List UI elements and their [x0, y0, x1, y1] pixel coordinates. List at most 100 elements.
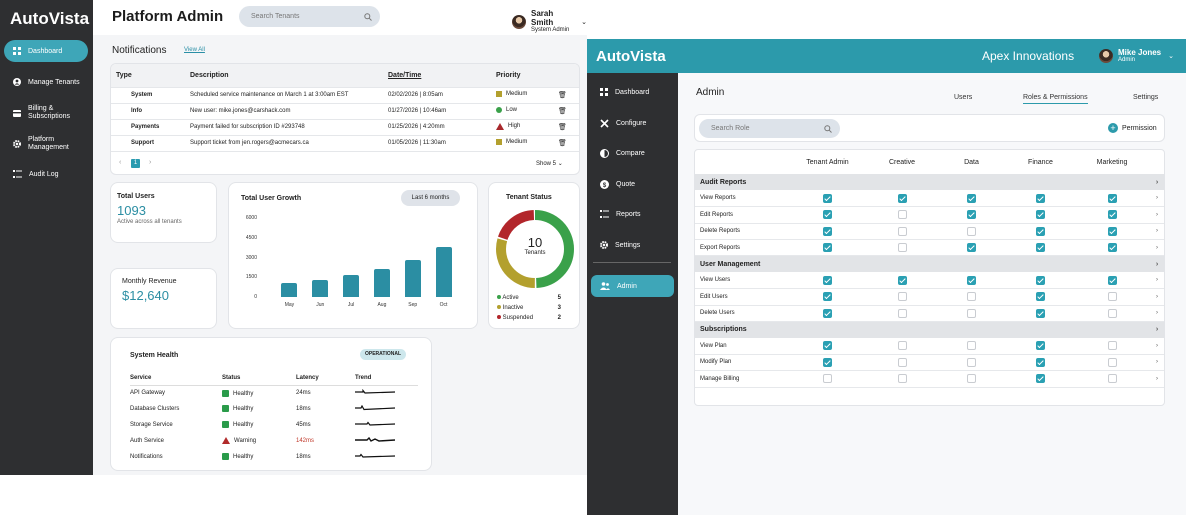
- page-number[interactable]: 1: [131, 159, 140, 168]
- nav-admin[interactable]: Admin: [591, 275, 674, 297]
- permission-checkbox[interactable]: [823, 374, 832, 384]
- permission-checkbox[interactable]: [897, 357, 907, 367]
- permission-checkbox[interactable]: [1036, 210, 1045, 220]
- permission-checkbox[interactable]: [897, 193, 907, 203]
- permission-checkbox[interactable]: [967, 226, 976, 236]
- permission-checkbox[interactable]: [967, 308, 976, 318]
- nav-platform-management[interactable]: Platform Management: [4, 134, 88, 154]
- permission-checkbox[interactable]: [897, 374, 907, 384]
- permission-checkbox[interactable]: [897, 243, 907, 253]
- permission-checkbox[interactable]: [1107, 374, 1117, 384]
- permission-checkbox[interactable]: [823, 275, 832, 285]
- permission-checkbox[interactable]: [1036, 308, 1045, 318]
- user-menu[interactable]: Mike Jones Admin ⌄: [1099, 48, 1174, 64]
- permission-checkbox[interactable]: [823, 226, 832, 236]
- permission-checkbox[interactable]: [897, 210, 907, 220]
- chevron-right-icon[interactable]: ›: [1148, 190, 1164, 208]
- nav-audit-log[interactable]: Audit Log: [4, 165, 88, 183]
- tab-settings[interactable]: Settings: [1133, 94, 1159, 101]
- nav-dashboard[interactable]: Dashboard: [4, 40, 88, 62]
- user-menu[interactable]: Sarah Smith System Admin ⌄: [512, 9, 587, 34]
- permission-checkbox[interactable]: [1036, 374, 1045, 384]
- chevron-right-icon[interactable]: ›: [1148, 354, 1164, 372]
- permission-checkbox[interactable]: [823, 193, 832, 203]
- permission-checkbox[interactable]: [897, 275, 907, 285]
- nav-reports[interactable]: Reports: [591, 203, 674, 225]
- permission-checkbox[interactable]: [1107, 243, 1117, 253]
- permission-checkbox[interactable]: [967, 374, 976, 384]
- permission-checkbox[interactable]: [967, 275, 976, 285]
- nav-billing[interactable]: Billing & Subscriptions: [4, 103, 88, 123]
- chevron-right-icon[interactable]: ›: [1148, 174, 1164, 191]
- permission-checkbox[interactable]: [1036, 357, 1045, 367]
- permission-checkbox[interactable]: [1107, 357, 1117, 367]
- permission-checkbox[interactable]: [1036, 292, 1045, 302]
- permission-checkbox[interactable]: [1036, 275, 1045, 285]
- permission-group-row[interactable]: Audit Reports ›: [695, 174, 1164, 191]
- chevron-right-icon[interactable]: ›: [1148, 337, 1164, 355]
- nav-manage-tenants[interactable]: Manage Tenants: [4, 73, 88, 91]
- permission-checkbox[interactable]: [823, 341, 832, 351]
- permission-checkbox[interactable]: [823, 210, 832, 220]
- permission-checkbox[interactable]: [1107, 292, 1117, 302]
- search-role-input[interactable]: Search Role: [699, 119, 840, 138]
- permission-checkbox[interactable]: [967, 357, 976, 367]
- permission-checkbox[interactable]: [967, 210, 976, 220]
- col-datetime[interactable]: Date/Time: [383, 64, 491, 88]
- search-input[interactable]: Search Tenants: [239, 6, 380, 27]
- trash-icon[interactable]: 🗑: [558, 92, 567, 99]
- permission-checkbox[interactable]: [823, 243, 832, 253]
- nav-compare[interactable]: Compare: [591, 142, 674, 164]
- show-count-select[interactable]: Show 5 ⌄: [536, 160, 563, 167]
- trash-icon[interactable]: 🗑: [558, 108, 567, 115]
- chevron-right-icon[interactable]: ›: [1148, 370, 1164, 388]
- tab-users[interactable]: Users: [954, 94, 973, 101]
- tab-roles-permissions[interactable]: Roles & Permissions: [1023, 94, 1088, 104]
- chevron-right-icon[interactable]: ›: [1148, 239, 1164, 257]
- table-row[interactable]: Payments Payment failed for subscription…: [111, 119, 579, 136]
- view-all-link[interactable]: View All: [184, 47, 205, 53]
- permission-checkbox[interactable]: [1107, 210, 1117, 220]
- chevron-right-icon[interactable]: ›: [1148, 255, 1164, 273]
- nav-quote[interactable]: $ Quote: [591, 173, 674, 195]
- nav-dashboard[interactable]: Dashboard: [591, 81, 674, 103]
- table-row[interactable]: System Scheduled service maintenance on …: [111, 87, 579, 104]
- trash-icon[interactable]: 🗑: [558, 124, 567, 131]
- permission-checkbox[interactable]: [1107, 226, 1117, 236]
- permission-checkbox[interactable]: [967, 292, 976, 302]
- chevron-right-icon[interactable]: ›: [1148, 288, 1164, 306]
- permission-checkbox[interactable]: [1107, 193, 1117, 203]
- permission-checkbox[interactable]: [1107, 341, 1117, 351]
- trash-icon[interactable]: 🗑: [558, 140, 567, 147]
- permission-checkbox[interactable]: [823, 292, 832, 302]
- chevron-right-icon[interactable]: ›: [1148, 206, 1164, 224]
- nav-settings[interactable]: Settings: [591, 234, 674, 256]
- chevron-right-icon[interactable]: ›: [1148, 223, 1164, 241]
- permission-checkbox[interactable]: [1107, 275, 1117, 285]
- permission-checkbox[interactable]: [823, 308, 832, 318]
- nav-configure[interactable]: Configure: [591, 112, 674, 134]
- permission-checkbox[interactable]: [1036, 341, 1045, 351]
- permission-checkbox[interactable]: [967, 243, 976, 253]
- chevron-right-icon[interactable]: ›: [1148, 305, 1164, 323]
- permission-checkbox[interactable]: [897, 308, 907, 318]
- table-row[interactable]: Info New user: mike.jones@carshack.com 0…: [111, 103, 579, 120]
- range-select[interactable]: Last 6 months: [401, 190, 460, 206]
- chevron-right-icon[interactable]: ›: [1148, 321, 1164, 338]
- add-permission-button[interactable]: + Permission: [1108, 123, 1157, 133]
- permission-group-row[interactable]: Subscriptions ›: [695, 321, 1164, 338]
- permission-checkbox[interactable]: [823, 357, 832, 367]
- permission-group-row[interactable]: User Management ›: [695, 255, 1164, 273]
- chevron-right-icon[interactable]: ›: [1148, 272, 1164, 290]
- permission-checkbox[interactable]: [967, 193, 976, 203]
- next-page-icon[interactable]: ›: [149, 159, 152, 166]
- permission-checkbox[interactable]: [1036, 243, 1045, 253]
- permission-checkbox[interactable]: [967, 341, 976, 351]
- table-row[interactable]: Support Support ticket from jen.rogers@a…: [111, 135, 579, 152]
- prev-page-icon[interactable]: ‹: [119, 159, 122, 166]
- permission-checkbox[interactable]: [1036, 193, 1045, 203]
- permission-checkbox[interactable]: [897, 226, 907, 236]
- permission-checkbox[interactable]: [897, 292, 907, 302]
- permission-checkbox[interactable]: [1107, 308, 1117, 318]
- permission-checkbox[interactable]: [1036, 226, 1045, 236]
